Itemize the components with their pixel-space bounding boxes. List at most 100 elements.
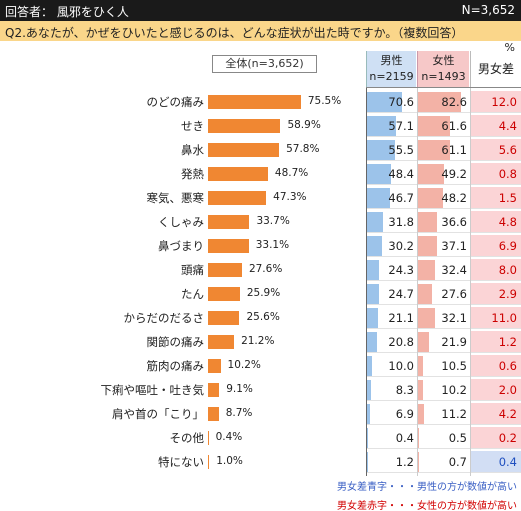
female-cell: 11.2 bbox=[418, 404, 470, 424]
diff-value: 5.6 bbox=[471, 139, 521, 161]
female-cell: 61.6 bbox=[418, 116, 470, 136]
row-divider bbox=[366, 160, 521, 161]
category-label: 頭痛 bbox=[181, 263, 204, 277]
total-value-label: 47.3% bbox=[273, 191, 307, 203]
male-bar bbox=[367, 212, 383, 232]
row-divider bbox=[366, 424, 521, 425]
female-value: 49.2 bbox=[441, 167, 467, 181]
male-bar bbox=[367, 164, 392, 184]
male-cell: 57.1 bbox=[367, 116, 417, 136]
total-bar bbox=[208, 287, 240, 301]
total-bar bbox=[208, 263, 242, 277]
female-bar bbox=[418, 356, 424, 376]
category-label: 鼻づまり bbox=[158, 239, 204, 253]
female-value: 10.5 bbox=[441, 359, 467, 373]
category-label: のどの痛み bbox=[146, 95, 205, 109]
male-bar bbox=[367, 452, 368, 472]
male-bar bbox=[367, 308, 378, 328]
male-bar bbox=[367, 188, 391, 208]
female-value: 48.2 bbox=[441, 191, 467, 205]
male-value: 46.7 bbox=[388, 191, 414, 205]
unit-label: % bbox=[504, 41, 515, 54]
female-bar bbox=[418, 308, 435, 328]
male-value: 24.7 bbox=[388, 287, 414, 301]
chart-row: 下痢や嘔吐・吐き気 9.1% 8.3 10.2 2.0 bbox=[0, 379, 521, 401]
total-bar bbox=[208, 455, 210, 469]
male-value: 0.4 bbox=[395, 431, 414, 445]
female-bar bbox=[418, 92, 461, 112]
total-bar bbox=[208, 383, 220, 397]
female-value: 0.5 bbox=[448, 431, 467, 445]
male-column-rule bbox=[366, 88, 367, 476]
female-bar bbox=[418, 236, 438, 256]
total-bar bbox=[208, 119, 281, 133]
row-divider bbox=[366, 256, 521, 257]
female-value: 11.2 bbox=[441, 407, 467, 421]
diff-value: 0.8 bbox=[471, 163, 521, 185]
male-value: 55.5 bbox=[388, 143, 414, 157]
diff-value: 8.0 bbox=[471, 259, 521, 281]
chart-row: 鼻水 57.8% 55.5 61.1 5.6 bbox=[0, 139, 521, 161]
diff-value: 1.2 bbox=[471, 331, 521, 353]
female-bar bbox=[418, 404, 424, 424]
category-label: 下痢や嘔吐・吐き気 bbox=[100, 383, 205, 397]
total-value-label: 0.4% bbox=[215, 431, 243, 443]
chart-row: 頭痛 27.6% 24.3 32.4 8.0 bbox=[0, 259, 521, 281]
row-divider bbox=[366, 472, 521, 473]
male-cell: 20.8 bbox=[367, 332, 417, 352]
male-value: 70.6 bbox=[388, 95, 414, 109]
male-bar bbox=[367, 380, 372, 400]
female-value: 61.6 bbox=[441, 119, 467, 133]
female-cell: 32.4 bbox=[418, 260, 470, 280]
total-bar bbox=[208, 167, 268, 181]
male-bar bbox=[367, 356, 372, 376]
female-cell: 36.6 bbox=[418, 212, 470, 232]
female-bar bbox=[418, 188, 444, 208]
male-value: 21.1 bbox=[388, 311, 414, 325]
total-value-label: 33.1% bbox=[255, 239, 290, 251]
female-bar bbox=[418, 284, 433, 304]
row-divider bbox=[366, 328, 521, 329]
total-value-label: 10.2% bbox=[227, 359, 261, 371]
category-label: 寒気、悪寒 bbox=[146, 191, 205, 205]
female-cell: 21.9 bbox=[418, 332, 470, 352]
chart-row: たん 25.9% 24.7 27.6 2.9 bbox=[0, 283, 521, 305]
diff-value: 2.0 bbox=[471, 379, 521, 401]
row-divider bbox=[366, 400, 521, 401]
chart-row: 関節の痛み 21.2% 20.8 21.9 1.2 bbox=[0, 331, 521, 353]
female-cell: 10.2 bbox=[418, 380, 470, 400]
chart-row: くしゃみ 33.7% 31.8 36.6 4.8 bbox=[0, 211, 521, 233]
male-cell: 1.2 bbox=[367, 452, 417, 472]
row-divider bbox=[366, 376, 521, 377]
respondent-header: 回答者： 風邪をひく人 N=3,652 bbox=[0, 0, 521, 21]
diff-value: 0.6 bbox=[471, 355, 521, 377]
row-divider bbox=[366, 304, 521, 305]
male-value: 48.4 bbox=[388, 167, 414, 181]
male-value: 20.8 bbox=[388, 335, 414, 349]
diff-value: 4.2 bbox=[471, 403, 521, 425]
male-value: 1.2 bbox=[395, 455, 414, 469]
chart-row: 寒気、悪寒 47.3% 46.7 48.2 1.5 bbox=[0, 187, 521, 209]
total-value-label: 57.8% bbox=[286, 143, 320, 155]
total-bar bbox=[208, 431, 209, 445]
row-divider bbox=[366, 448, 521, 449]
category-label: くしゃみ bbox=[158, 215, 204, 229]
female-value: 37.1 bbox=[441, 239, 467, 253]
total-value-label: 25.9% bbox=[246, 287, 281, 299]
row-divider bbox=[366, 136, 521, 137]
male-cell: 8.3 bbox=[367, 380, 417, 400]
female-cell: 27.6 bbox=[418, 284, 470, 304]
total-bar bbox=[208, 215, 250, 229]
total-value-label: 9.1% bbox=[226, 383, 253, 395]
category-label: 筋肉の痛み bbox=[146, 359, 205, 373]
male-cell: 46.7 bbox=[367, 188, 417, 208]
male-cell: 31.8 bbox=[367, 212, 417, 232]
male-bar bbox=[367, 92, 403, 112]
total-bar bbox=[208, 239, 249, 253]
chart-row: 肩や首の「こり」 8.7% 6.9 11.2 4.2 bbox=[0, 403, 521, 425]
total-bar bbox=[208, 335, 235, 349]
category-label: せき bbox=[181, 119, 204, 133]
female-bar bbox=[418, 116, 451, 136]
female-cell: 10.5 bbox=[418, 356, 470, 376]
male-value: 10.0 bbox=[388, 359, 414, 373]
